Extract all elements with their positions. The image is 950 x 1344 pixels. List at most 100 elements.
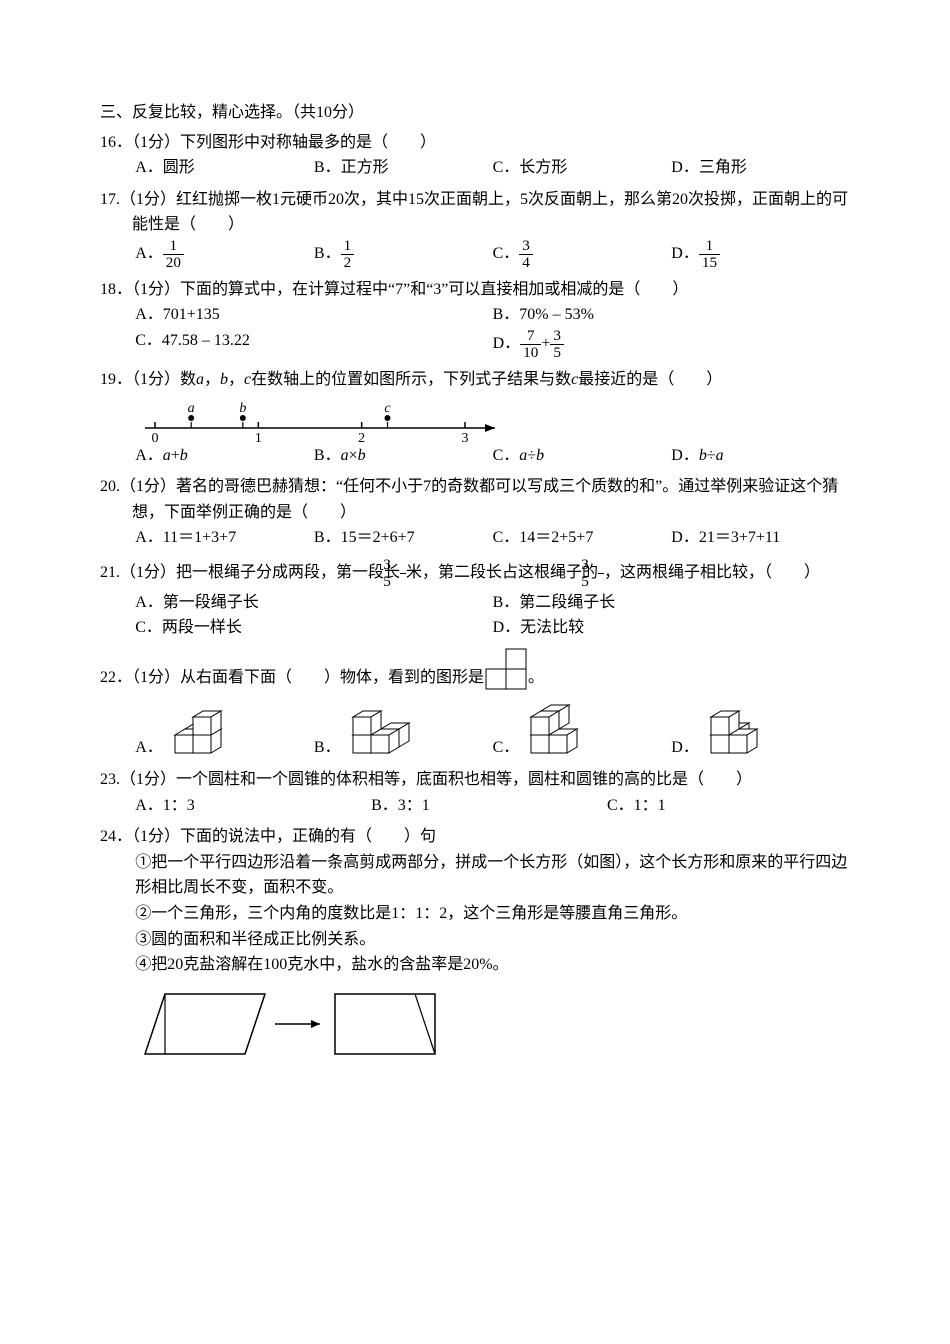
var-b: b [220,371,228,388]
fraction: 710 [520,328,541,361]
q16-opt-a: A．圆形 [135,155,314,181]
fraction: 120 [163,238,184,271]
q23-options: A．1：3 B．3：1 C．1：1 [100,793,850,819]
q21-mid1: 米，第二段长占这根绳子的 [406,564,598,581]
svg-text:a: a [188,401,195,416]
cube-b-icon [345,691,435,761]
numerator: 3 [519,238,533,255]
q24: 24．（1分）下面的说法中，正确的有（ ）句 ①把一个平行四边形沿着一条高剪成两… [100,824,850,1064]
q18-d-pre: D． [493,335,521,352]
denominator: 10 [520,345,541,361]
cube-d-icon [703,691,793,761]
q24-s4: ④把20克盐溶解在100克水中，盐水的含盐率是20%。 [100,952,850,978]
q16-opt-b: B．正方形 [314,155,493,181]
q23-stem: 23.（1分）一个圆柱和一个圆锥的体积相等，底面积也相等，圆柱和圆锥的高的比是（… [100,767,850,793]
q24-stem: 24．（1分）下面的说法中，正确的有（ ）句 [100,824,850,850]
q21-options-1: A．第一段绳子长 B．第二段绳子长 [100,590,850,616]
numerator: 1 [341,238,355,255]
denominator: 5 [550,345,564,361]
label: B． [314,735,341,761]
q17-d-pre: D． [671,245,699,262]
q20-opt-b: B．15＝2+6+7 [314,525,493,551]
q21-opt-a: A．第一段绳子长 [135,590,492,616]
op: ÷ [527,447,536,464]
q19-pre: 19．（1分）数 [100,371,196,388]
q20-options: A．11＝1+3+7 B．15＝2+6+7 C．14＝2+5+7 D．21＝3+… [100,525,850,551]
q19-options: A．a+b B．a×b C．a÷b D．b÷a [100,443,850,469]
numerator: 1 [699,238,720,255]
q18-options-2: C．47.58 – 13.22 D．710+35 [100,328,850,361]
q17-opt-c: C．34 [493,238,672,271]
q20-opt-c: C．14＝2+5+7 [493,525,672,551]
svg-text:1: 1 [255,431,262,443]
q18-opt-d: D．710+35 [493,328,850,361]
q20-stem: 20.（1分）著名的哥德巴赫猜想：“任何不小于7的奇数都可以写成三个质数的和”。… [100,474,850,525]
sep: ， [228,371,244,388]
op: × [349,447,358,464]
q20-opt-a: A．11＝1+3+7 [135,525,314,551]
q19-opt-c: C．a÷b [493,443,672,469]
q19: 19．（1分）数a，b，c在数轴上的位置如图所示，下列式子结果与数c最接近的是（… [100,367,850,468]
q17-options: A．120 B．12 C．34 D．115 [100,238,850,271]
var-a: a [196,371,204,388]
q19-numberline: 0123abc [100,393,850,443]
op: ÷ [707,447,716,464]
q16-opt-c: C．长方形 [493,155,672,181]
var: b [358,447,366,464]
q18: 18．（1分）下面的算式中，在计算过程中“7”和“3”可以直接相加或相减的是（ … [100,277,850,361]
label: C． [493,735,520,761]
q19-opt-b: B．a×b [314,443,493,469]
q16-opt-d: D．三角形 [671,155,850,181]
q20-opt-d: D．21＝3+7+11 [671,525,850,551]
q23-opt-c: C．1：1 [607,793,843,819]
q18-opt-c: C．47.58 – 13.22 [135,328,492,361]
q18-opt-b: B．70% – 53% [493,302,850,328]
svg-text:b: b [240,401,247,416]
q22-stem: 22．（1分）从右面看下面（ ）物体，看到的图形是 。 [100,647,850,691]
q23-opt-b: B．3：1 [371,793,607,819]
target-shape-icon [484,647,528,691]
op: + [171,447,180,464]
q19-stem: 19．（1分）数a，b，c在数轴上的位置如图所示，下列式子结果与数c最接近的是（… [100,367,850,393]
q20: 20.（1分）著名的哥德巴赫猜想：“任何不小于7的奇数都可以写成三个质数的和”。… [100,474,850,551]
parallelogram-to-rect-icon [135,984,455,1064]
svg-text:c: c [385,401,392,416]
label: B． [314,447,341,464]
q22-opt-b: B． [314,691,493,761]
q22-post: 。 [528,665,544,691]
label: D． [671,735,699,761]
q17-a-pre: A． [135,245,163,262]
q21-options-2: C．两段一样长 D．无法比较 [100,615,850,641]
var: a [716,447,724,464]
q22-opt-c: C． [493,691,672,761]
q17-c-pre: C． [493,245,520,262]
q19-opt-d: D．b÷a [671,443,850,469]
q18-options-1: A．701+135 B．70% – 53% [100,302,850,328]
q24-s1: ①把一个平行四边形沿着一条高剪成两部分，拼成一个长方形（如图），这个长方形和原来… [100,850,850,901]
var: a [341,447,349,464]
q22-pre: 22．（1分）从右面看下面（ ）物体，看到的图形是 [100,665,484,691]
q21-opt-b: B．第二段绳子长 [493,590,850,616]
denominator: 15 [699,255,720,271]
cube-c-icon [523,691,613,761]
q17-stem: 17.（1分）红红抛掷一枚1元硬币20次，其中15次正面朝上，5次反面朝上，那么… [100,187,850,238]
q22-opt-a: A． [135,691,314,761]
numerator: 7 [520,328,541,345]
q24-s2: ②一个三角形，三个内角的度数比是1：1：2，这个三角形是等腰直角三角形。 [100,901,850,927]
section-title: 三、反复比较，精心选择。（共10分） [100,100,850,126]
numerator: 1 [163,238,184,255]
label: A． [135,447,163,464]
q21-mid2: ，这两根绳子相比较，（ ） [604,564,820,581]
fraction: 35 [550,328,564,361]
q17-opt-d: D．115 [671,238,850,271]
q21-pre: 21.（1分）把一根绳子分成两段，第一段长 [100,564,400,581]
q22-options: A． B． C． D． [100,691,850,761]
cube-a-icon [167,691,257,761]
var: b [699,447,707,464]
q24-s3: ③圆的面积和半径成正比例关系。 [100,927,850,953]
svg-text:0: 0 [152,431,159,443]
q22: 22．（1分）从右面看下面（ ）物体，看到的图形是 。 A． B． C． D． [100,647,850,761]
fraction: 34 [519,238,533,271]
var: b [180,447,188,464]
denominator: 20 [163,255,184,271]
